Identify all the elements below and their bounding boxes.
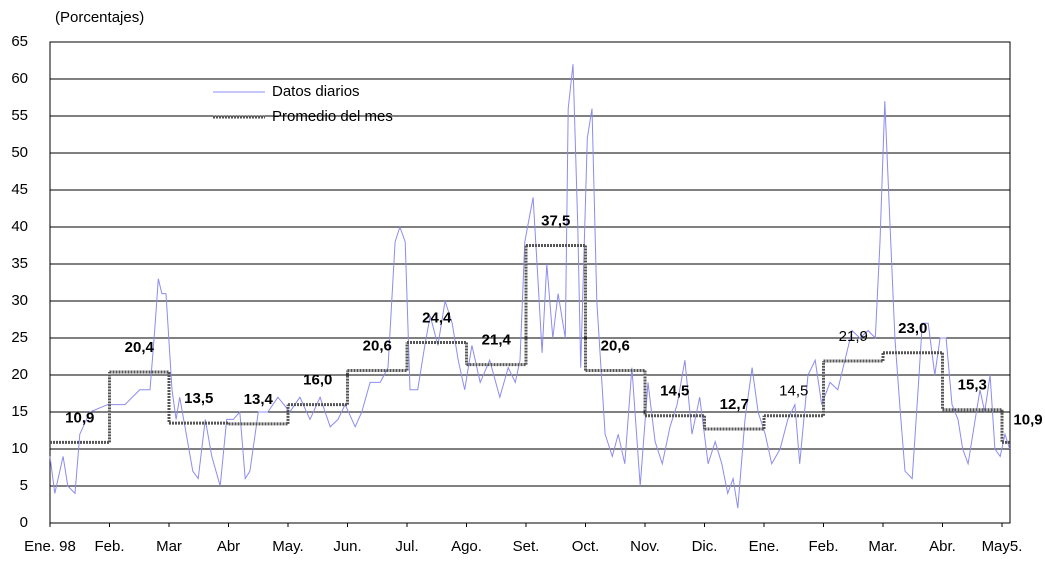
x-tick-label: May5.: [982, 538, 1023, 555]
y-tick-label: 40: [11, 218, 28, 235]
value-label: 10,9: [65, 409, 94, 426]
y-tick-label: 5: [20, 477, 28, 494]
y-tick-label: 30: [11, 292, 28, 309]
x-tick-label: Oct.: [572, 538, 600, 555]
y-tick-label: 10: [11, 440, 28, 457]
x-tick-label: Ene.: [749, 538, 780, 555]
y-tick-label: 0: [20, 514, 28, 531]
y-tick-label: 25: [11, 329, 28, 346]
y-tick-label: 65: [11, 33, 28, 50]
x-tick-label: Feb.: [808, 538, 838, 555]
y-tick-label: 35: [11, 255, 28, 272]
x-tick-label: Dic.: [692, 538, 718, 555]
value-label: 20,4: [125, 339, 155, 356]
value-label: 20,6: [363, 338, 392, 355]
value-label: 12,7: [720, 396, 749, 413]
legend-label: Datos diarios: [272, 83, 360, 100]
y-tick-label: 15: [11, 403, 28, 420]
y-axis-label: (Porcentajes): [55, 9, 144, 26]
x-tick-label: Mar: [156, 538, 182, 555]
value-label: 23,0: [898, 320, 927, 337]
y-tick-label: 55: [11, 107, 28, 124]
value-label: 37,5: [541, 212, 570, 229]
y-tick-label: 50: [11, 144, 28, 161]
x-tick-label: Ago.: [451, 538, 482, 555]
value-label: 13,4: [244, 391, 274, 408]
x-tick-label: Abr: [217, 538, 240, 555]
plot-border: [49, 41, 1011, 524]
x-tick-label: Abr.: [929, 538, 956, 555]
value-label: 10,9: [1013, 411, 1042, 428]
y-tick-label: 60: [11, 70, 28, 87]
value-label: 21,9: [839, 328, 868, 345]
x-tick-label: Set.: [513, 538, 540, 555]
legend-label: Promedio del mes: [272, 108, 393, 125]
value-label: 21,4: [482, 332, 512, 349]
x-tick-label: Nov.: [630, 538, 660, 555]
x-tick-label: Jul.: [395, 538, 418, 555]
x-tick-label: Mar.: [868, 538, 897, 555]
daily-line: [49, 64, 1011, 509]
x-tick-label: Jun.: [333, 538, 361, 555]
value-label: 14,5: [779, 383, 808, 400]
x-tick-label: Ene. 98: [24, 538, 76, 555]
value-label: 24,4: [422, 309, 452, 326]
value-label: 13,5: [184, 390, 213, 407]
x-tick-label: Feb.: [94, 538, 124, 555]
y-tick-label: 20: [11, 366, 28, 383]
value-label: 15,3: [958, 377, 987, 394]
y-tick-label: 45: [11, 181, 28, 198]
value-label: 20,6: [601, 338, 630, 355]
value-label: 16,0: [303, 372, 332, 389]
value-label: 14,5: [660, 383, 689, 400]
x-tick-label: May.: [272, 538, 303, 555]
